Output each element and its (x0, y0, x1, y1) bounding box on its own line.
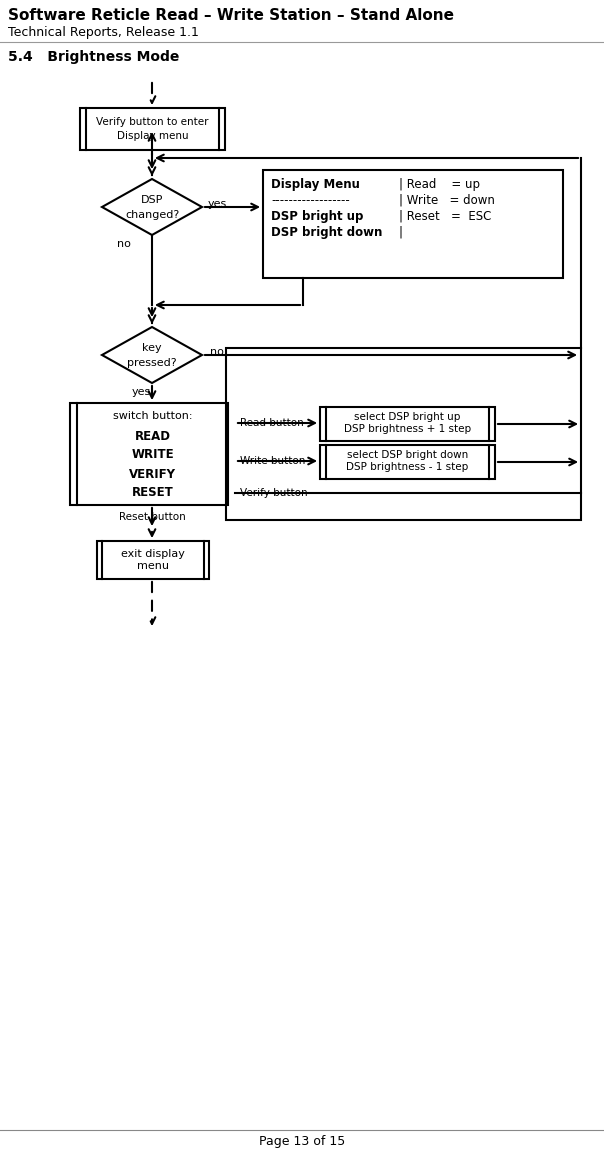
Text: exit display: exit display (121, 550, 185, 559)
Text: DSP brightness + 1 step: DSP brightness + 1 step (344, 424, 471, 434)
Text: ------------------: ------------------ (271, 194, 350, 207)
Text: DSP bright down: DSP bright down (271, 226, 382, 238)
Text: DSP bright up: DSP bright up (271, 210, 364, 223)
Text: pressed?: pressed? (127, 358, 177, 367)
Bar (97, 541, 209, 579)
Text: RESET: RESET (132, 486, 173, 500)
Text: Technical Reports, Release 1.1: Technical Reports, Release 1.1 (8, 26, 199, 39)
Text: Read button: Read button (240, 418, 304, 429)
Text: changed?: changed? (125, 210, 179, 220)
Text: 5.4   Brightness Mode: 5.4 Brightness Mode (8, 50, 179, 65)
Text: DSP brightness - 1 step: DSP brightness - 1 step (346, 462, 469, 472)
Text: | Read    = up: | Read = up (399, 179, 480, 191)
Text: select DSP bright down: select DSP bright down (347, 450, 468, 460)
Text: Display Menu: Display Menu (271, 179, 360, 191)
Text: |: | (399, 226, 403, 238)
Text: Page 13 of 15: Page 13 of 15 (259, 1136, 345, 1149)
Text: VERIFY: VERIFY (129, 468, 176, 480)
Text: no: no (117, 238, 131, 249)
Bar (320, 407, 495, 441)
Polygon shape (102, 327, 202, 382)
Text: READ: READ (135, 430, 170, 442)
Text: Display menu: Display menu (117, 131, 188, 141)
Text: Software Reticle Read – Write Station – Stand Alone: Software Reticle Read – Write Station – … (8, 8, 454, 23)
Text: Write button: Write button (240, 456, 306, 467)
Text: no: no (210, 347, 224, 357)
Bar (226, 348, 581, 520)
Text: | Write   = down: | Write = down (399, 194, 495, 207)
Bar (263, 170, 563, 278)
Text: select DSP bright up: select DSP bright up (355, 412, 461, 422)
Text: menu: menu (137, 561, 169, 571)
Text: Verify button: Verify button (240, 488, 307, 498)
Bar (70, 403, 235, 505)
Bar (320, 445, 495, 479)
Text: yes: yes (132, 387, 151, 397)
Polygon shape (102, 179, 202, 235)
Text: switch button:: switch button: (113, 411, 192, 420)
Text: Verify button to enter: Verify button to enter (96, 118, 209, 127)
Bar (80, 108, 225, 150)
Text: DSP: DSP (141, 195, 163, 205)
Text: Reset button: Reset button (118, 511, 185, 522)
Text: WRITE: WRITE (131, 448, 174, 462)
Text: yes: yes (208, 199, 227, 209)
Text: | Reset   =  ESC: | Reset = ESC (399, 210, 492, 223)
Text: key: key (142, 343, 162, 353)
